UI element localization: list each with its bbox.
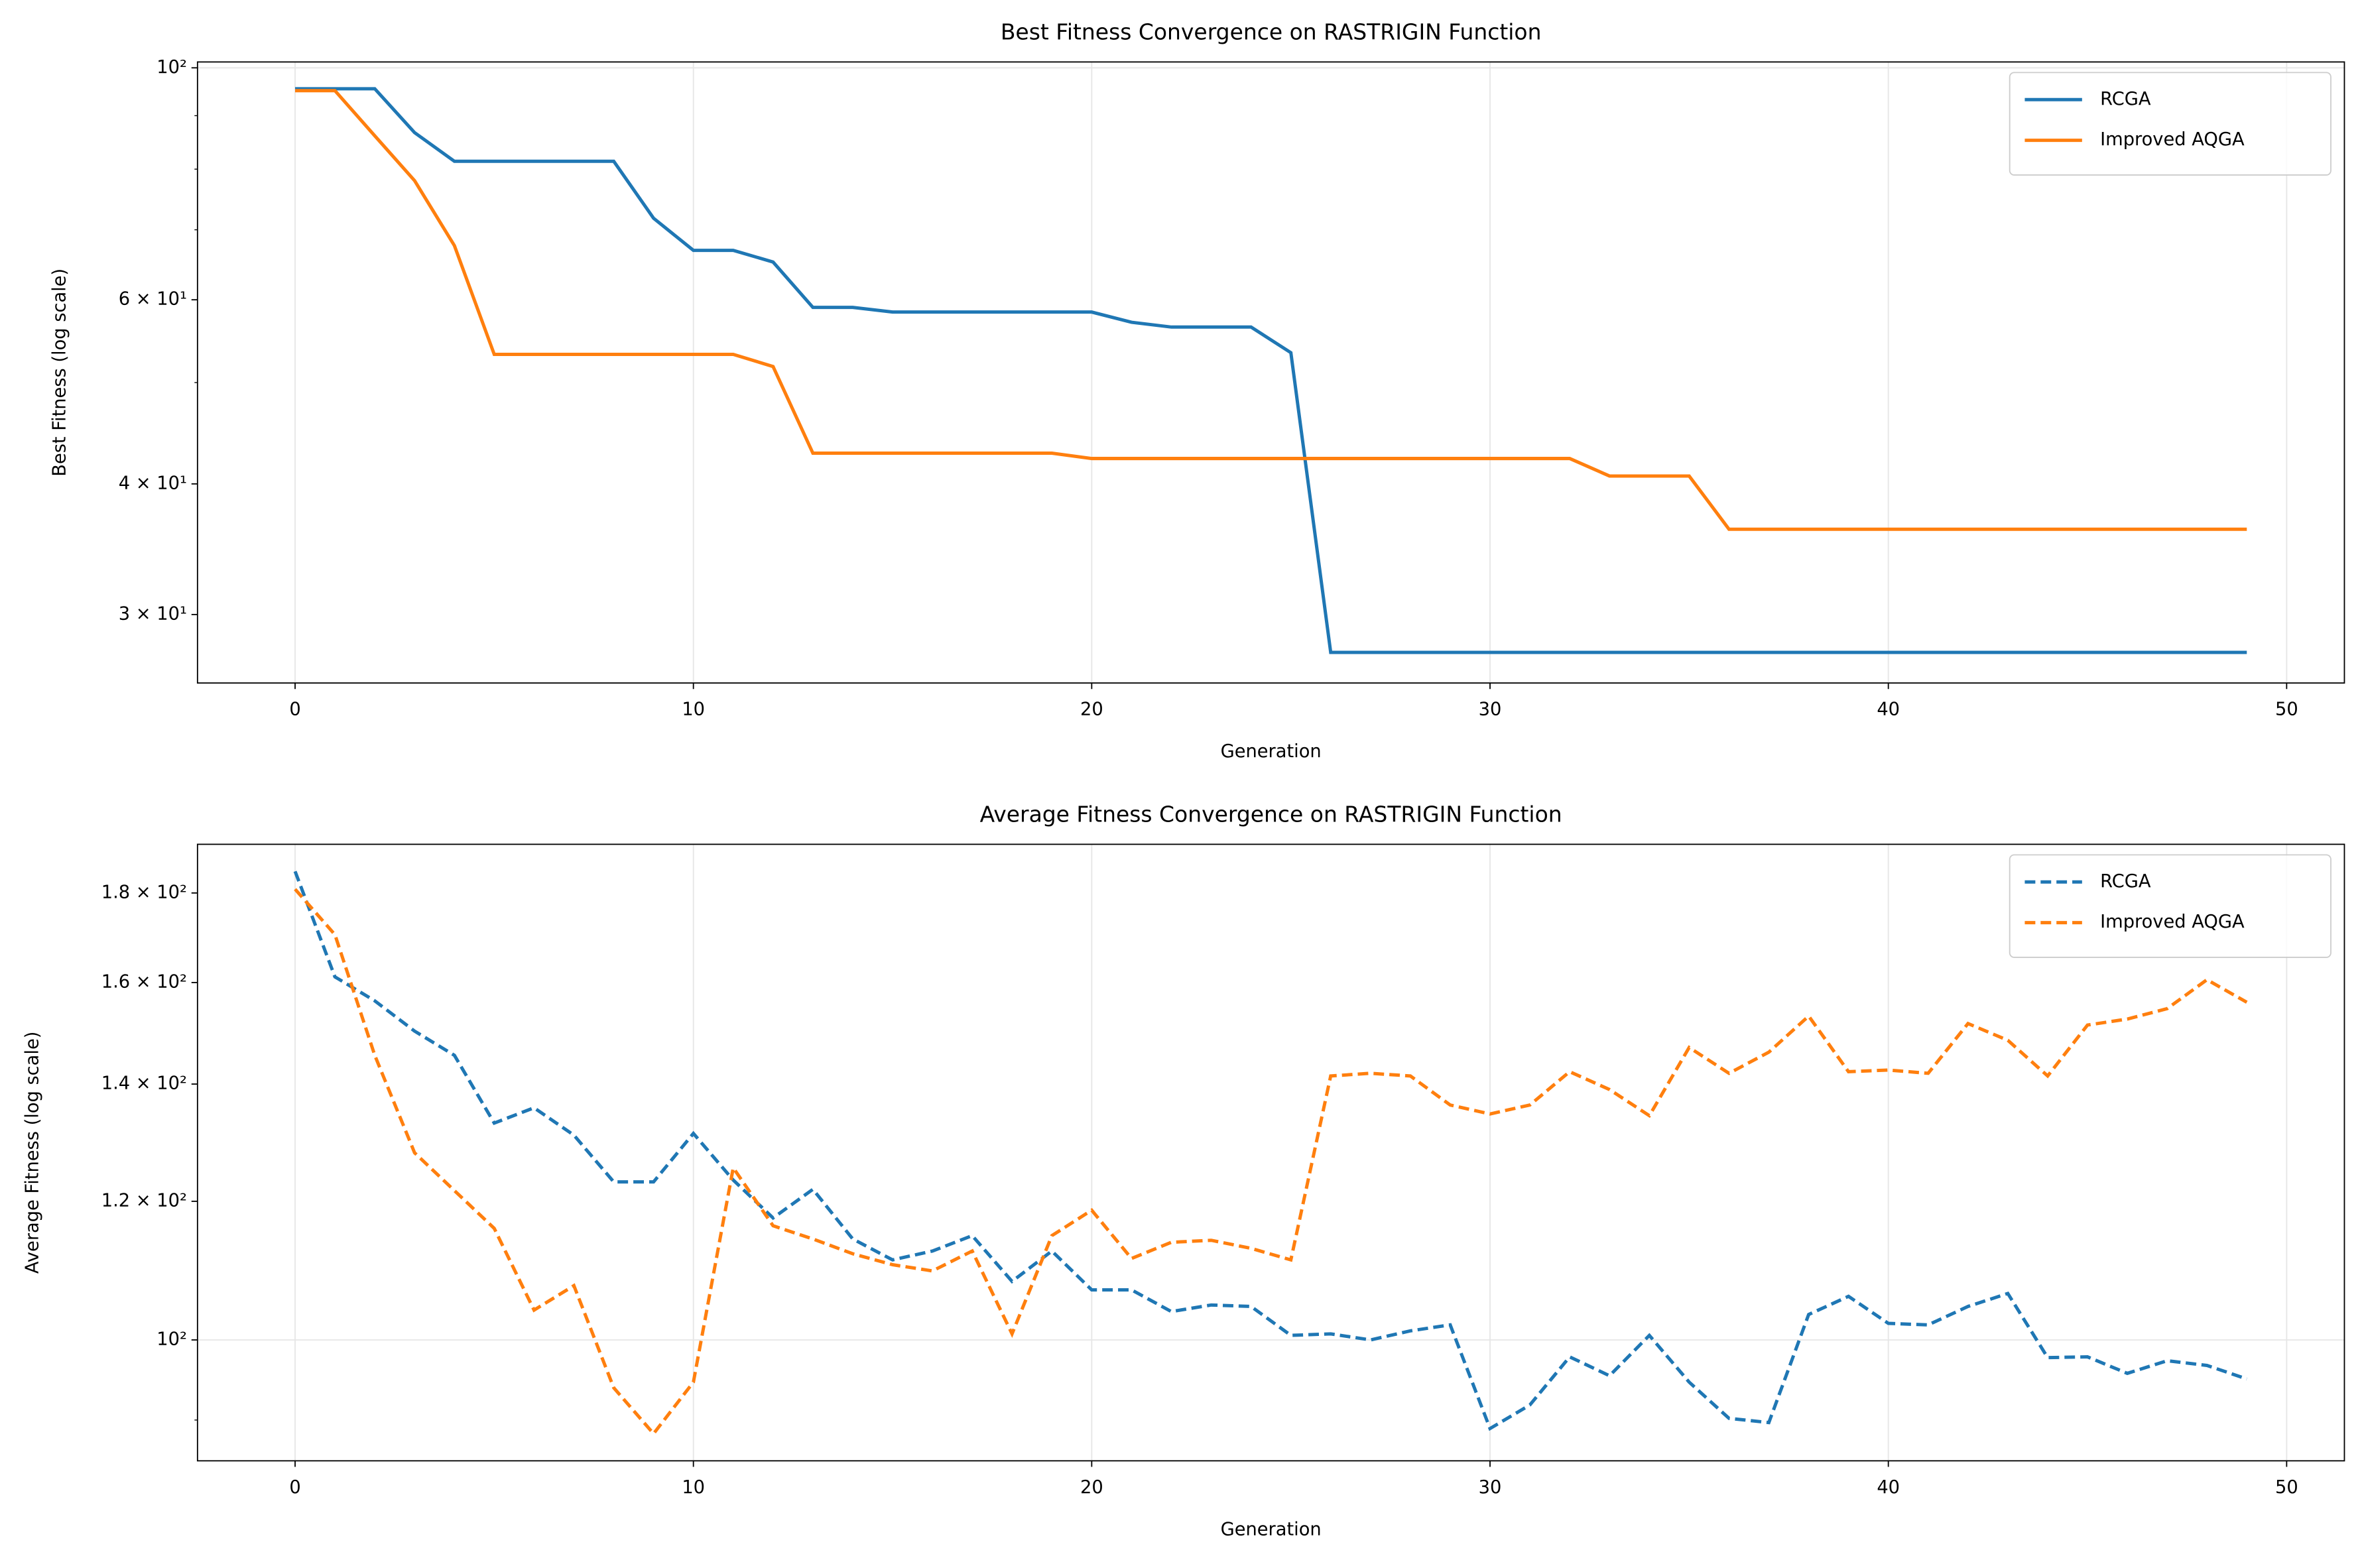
x-tick-label: 10: [682, 699, 705, 720]
x-tick-label: 40: [1877, 1477, 1900, 1498]
x-axis-label: Generation: [1221, 1519, 1322, 1539]
y-tick-label: 3 × 10¹: [119, 603, 187, 624]
plot-frame: [196, 843, 2345, 1462]
x-tick-label: 0: [289, 699, 300, 720]
legend-label: RCGA: [2100, 89, 2151, 109]
y-tick-label: 4 × 10¹: [119, 473, 187, 493]
x-tick-label: 20: [1080, 699, 1103, 720]
chart-title: Best Fitness Convergence on RASTRIGIN Fu…: [1001, 19, 1542, 45]
legend-label: Improved AQGA: [2100, 912, 2245, 932]
data-line: [294, 888, 2248, 1437]
y-tick-label: 6 × 10¹: [119, 289, 187, 310]
x-tick-label: 10: [682, 1477, 705, 1498]
x-tick-label: 0: [289, 1477, 300, 1498]
chart-title: Average Fitness Convergence on RASTRIGIN…: [980, 802, 1562, 827]
plot-frame: [196, 61, 2345, 684]
data-line: [293, 871, 2248, 1431]
data-line: [295, 89, 2247, 531]
y-tick-label: 10²: [156, 1329, 187, 1349]
legend-label: RCGA: [2100, 871, 2151, 892]
legend-label: Improved AQGA: [2100, 129, 2245, 150]
x-axis-label: Generation: [1221, 741, 1322, 762]
y-axis-label: Best Fitness (log scale): [49, 269, 70, 477]
x-tick-label: 50: [2275, 699, 2298, 720]
x-tick-label: 30: [1479, 1477, 1502, 1498]
y-tick-label: 1.8 × 10²: [101, 882, 187, 902]
y-tick-label: 1.4 × 10²: [101, 1073, 187, 1094]
x-tick-label: 40: [1877, 699, 1900, 720]
data-line: [295, 87, 2247, 654]
x-tick-label: 20: [1080, 1477, 1103, 1498]
y-tick-label: 1.6 × 10²: [101, 971, 187, 992]
x-tick-label: 50: [2275, 1477, 2298, 1498]
y-tick-label: 10²: [156, 57, 187, 78]
x-tick-label: 30: [1479, 699, 1502, 720]
y-axis-label: Average Fitness (log scale): [23, 1032, 43, 1274]
legend-box: [2009, 854, 2332, 958]
y-tick-label: 1.2 × 10²: [101, 1190, 187, 1211]
legend-box: [2009, 72, 2332, 176]
